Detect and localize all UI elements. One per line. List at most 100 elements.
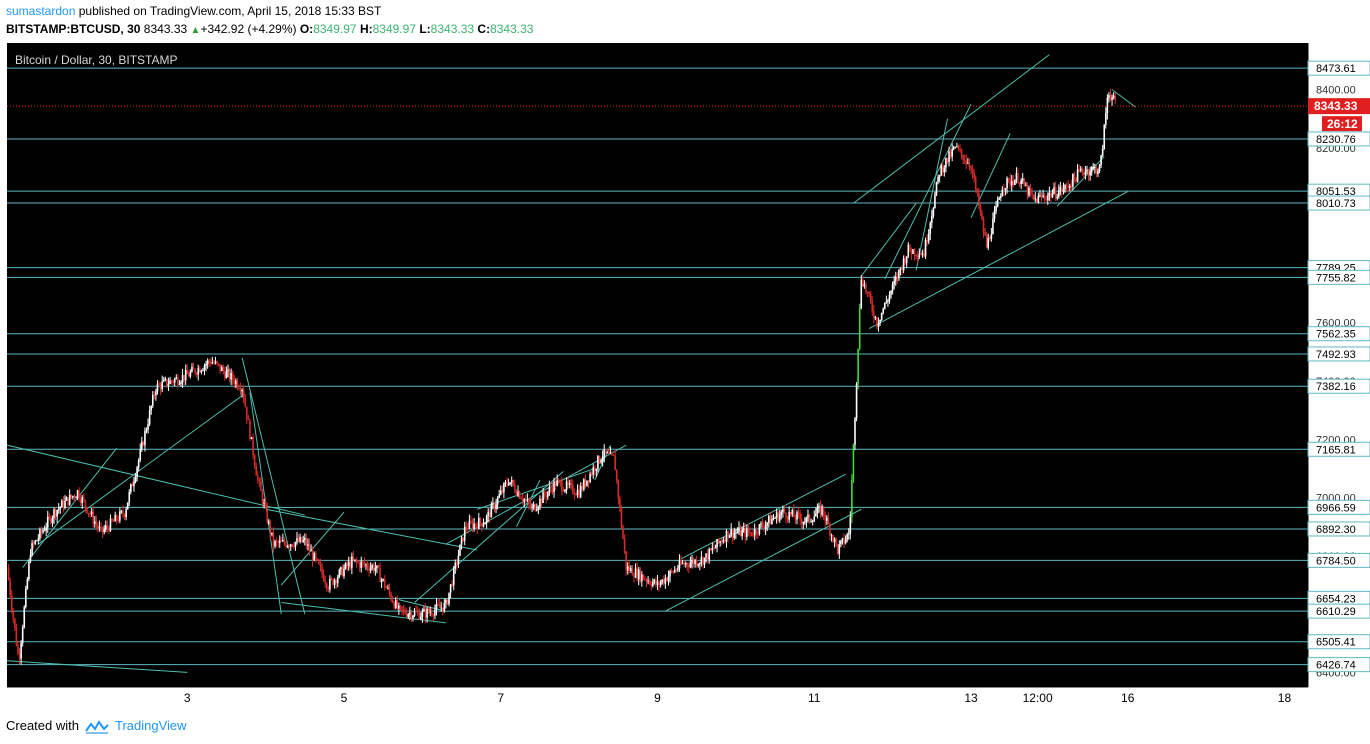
candle-body: [438, 604, 441, 608]
candle-body: [14, 618, 16, 628]
candle-body: [937, 176, 939, 182]
candle-body: [387, 587, 389, 589]
candle-body: [695, 559, 698, 566]
candle-body: [883, 302, 886, 309]
trend-line[interactable]: [884, 103, 972, 280]
candle-body: [150, 405, 153, 411]
candle-body: [141, 441, 143, 450]
candle-body: [608, 452, 610, 454]
candle-body: [109, 518, 112, 531]
candle-body: [783, 508, 786, 513]
tradingview-link[interactable]: TradingView: [114, 718, 187, 733]
trend-line[interactable]: [665, 508, 862, 612]
candle-body: [625, 551, 627, 571]
candle-body: [614, 456, 616, 471]
trend-line[interactable]: [241, 357, 306, 615]
trend-line[interactable]: [915, 118, 948, 271]
trend-line[interactable]: [38, 395, 243, 545]
candle-body: [810, 521, 812, 523]
candle-body: [1048, 192, 1051, 196]
candle-body: [369, 567, 372, 571]
trend-line[interactable]: [6, 444, 305, 516]
candle-body: [404, 609, 406, 614]
candle-body: [64, 500, 66, 509]
trend-line[interactable]: [265, 508, 478, 551]
candle-body: [459, 544, 461, 556]
candle-body: [539, 498, 541, 507]
candle-body: [144, 431, 146, 446]
level-label: 6505.41: [1316, 637, 1356, 649]
candle-body: [322, 573, 325, 581]
candle-body: [318, 559, 320, 565]
candle-body: [822, 506, 825, 516]
candle-body: [147, 424, 149, 430]
candle-body: [224, 371, 226, 379]
candle-body: [269, 521, 272, 535]
candle-body: [744, 528, 747, 537]
candle-body: [399, 605, 402, 607]
candle-body: [235, 380, 237, 385]
trend-line[interactable]: [970, 133, 1011, 219]
candle-body: [363, 562, 366, 565]
candle-body: [989, 238, 991, 240]
candle-body: [852, 444, 855, 481]
trend-line[interactable]: [868, 191, 1128, 330]
candle-body: [521, 499, 524, 502]
price-axis[interactable]: [1308, 43, 1370, 687]
candle-body: [115, 514, 118, 521]
candle-body: [429, 612, 432, 613]
candle-body: [1098, 165, 1101, 172]
candle-body: [316, 558, 319, 560]
candle-body: [720, 541, 723, 543]
trend-line[interactable]: [680, 473, 846, 560]
candle-body: [341, 567, 344, 577]
trend-line[interactable]: [860, 202, 917, 277]
candle-body: [421, 611, 424, 617]
trend-line[interactable]: [853, 54, 1050, 204]
trend-line[interactable]: [22, 447, 118, 568]
candle-body: [847, 533, 850, 535]
candle-body: [772, 518, 775, 520]
candle-body: [285, 543, 287, 548]
candle-body: [888, 294, 891, 301]
candle-body: [717, 539, 720, 543]
trend-line[interactable]: [398, 599, 447, 612]
author-link[interactable]: sumastardon: [6, 4, 76, 18]
time-axis[interactable]: [7, 687, 1370, 707]
candle-body: [938, 175, 941, 177]
candle-body: [236, 380, 239, 388]
candle-body: [819, 505, 822, 515]
candle-body: [777, 512, 779, 521]
candle-body: [891, 284, 894, 291]
plot-area[interactable]: [7, 43, 1308, 687]
candle-body: [266, 506, 268, 523]
candle-body: [931, 215, 933, 223]
candle-body: [531, 506, 533, 508]
candle-body: [18, 653, 21, 659]
candle-body: [136, 467, 138, 477]
candle-body: [1095, 167, 1098, 174]
trend-line[interactable]: [1111, 89, 1136, 108]
candle-body: [951, 149, 953, 157]
candle-body: [488, 511, 491, 518]
candle-body: [313, 553, 316, 561]
candle-body: [1106, 97, 1109, 114]
candle-body: [583, 479, 585, 490]
candle-body: [876, 317, 878, 328]
candle-body: [42, 530, 44, 533]
candle-body: [615, 470, 618, 481]
candle-body: [26, 579, 29, 589]
candle-body: [830, 535, 833, 536]
candle-body: [705, 553, 707, 558]
candle-body: [927, 233, 930, 242]
candle-body: [789, 511, 792, 515]
candle-body: [934, 194, 936, 209]
candle-body: [846, 534, 848, 540]
candle-body: [53, 509, 55, 519]
trend-line[interactable]: [1056, 156, 1105, 207]
candle-body: [805, 517, 808, 522]
candle-body: [192, 367, 195, 370]
trend-line[interactable]: [281, 601, 446, 624]
trend-line[interactable]: [6, 660, 188, 673]
